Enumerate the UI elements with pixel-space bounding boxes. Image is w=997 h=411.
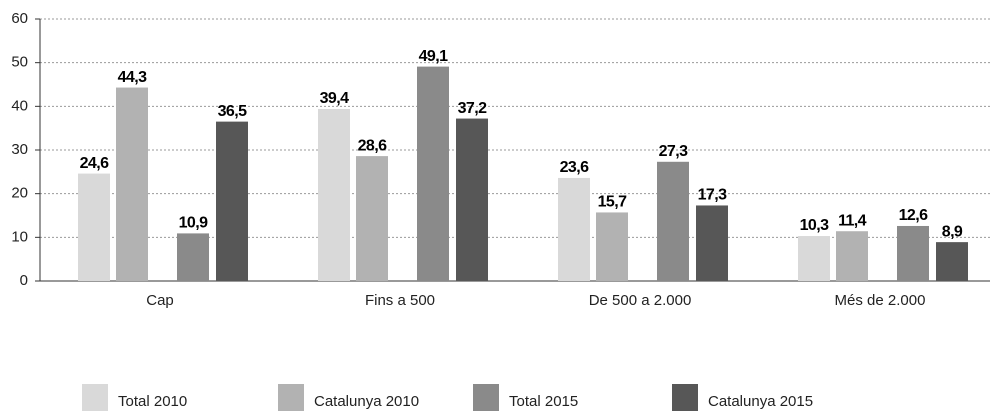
data-label: 24,6 bbox=[80, 155, 109, 172]
data-label: 23,6 bbox=[560, 159, 589, 176]
data-label: 49,1 bbox=[419, 48, 448, 65]
data-label: 36,5 bbox=[218, 103, 247, 120]
data-label: 12,6 bbox=[899, 207, 928, 224]
legend-swatch bbox=[672, 384, 698, 411]
data-label: 28,6 bbox=[358, 137, 387, 154]
bar bbox=[657, 161, 689, 281]
data-label: 10,3 bbox=[800, 217, 829, 234]
bar bbox=[356, 156, 388, 281]
legend-label: Catalunya 2015 bbox=[708, 393, 813, 410]
x-tick-label: Cap bbox=[146, 292, 174, 309]
data-label: 11,4 bbox=[838, 212, 867, 229]
bar bbox=[216, 121, 248, 281]
data-label: 27,3 bbox=[659, 143, 688, 160]
legend-label: Catalunya 2010 bbox=[314, 393, 419, 410]
bar bbox=[596, 212, 628, 281]
y-tick-label: 40 bbox=[11, 97, 28, 114]
legend-swatch bbox=[278, 384, 304, 411]
y-tick-label: 60 bbox=[11, 10, 28, 27]
bar bbox=[836, 231, 868, 281]
legend-swatch bbox=[82, 384, 108, 411]
bar bbox=[417, 66, 449, 281]
data-label: 44,3 bbox=[118, 69, 147, 86]
bar bbox=[318, 108, 350, 281]
data-label: 8,9 bbox=[942, 223, 963, 240]
x-tick-label: Fins a 500 bbox=[365, 292, 435, 309]
data-label: 37,2 bbox=[458, 100, 487, 117]
data-label: 39,4 bbox=[320, 90, 349, 107]
bar bbox=[456, 118, 488, 281]
bar bbox=[696, 205, 728, 281]
y-tick-label: 10 bbox=[11, 228, 28, 245]
x-tick-label: Més de 2.000 bbox=[835, 292, 926, 309]
y-tick-label: 20 bbox=[11, 185, 28, 202]
x-tick-label: De 500 a 2.000 bbox=[589, 292, 692, 309]
data-label: 17,3 bbox=[698, 187, 727, 204]
legend-swatch bbox=[473, 384, 499, 411]
bar bbox=[936, 242, 968, 281]
bar bbox=[558, 177, 590, 281]
legend-label: Total 2015 bbox=[509, 393, 578, 410]
data-label: 15,7 bbox=[598, 194, 627, 211]
bar bbox=[798, 236, 830, 281]
bar bbox=[116, 87, 148, 281]
y-tick-label: 50 bbox=[11, 54, 28, 71]
y-tick-label: 0 bbox=[20, 272, 28, 289]
legend-label: Total 2010 bbox=[118, 393, 187, 410]
data-label: 10,9 bbox=[179, 215, 208, 232]
bar bbox=[78, 173, 110, 281]
bar bbox=[177, 233, 209, 281]
y-tick-label: 30 bbox=[11, 141, 28, 158]
bar bbox=[897, 225, 929, 281]
